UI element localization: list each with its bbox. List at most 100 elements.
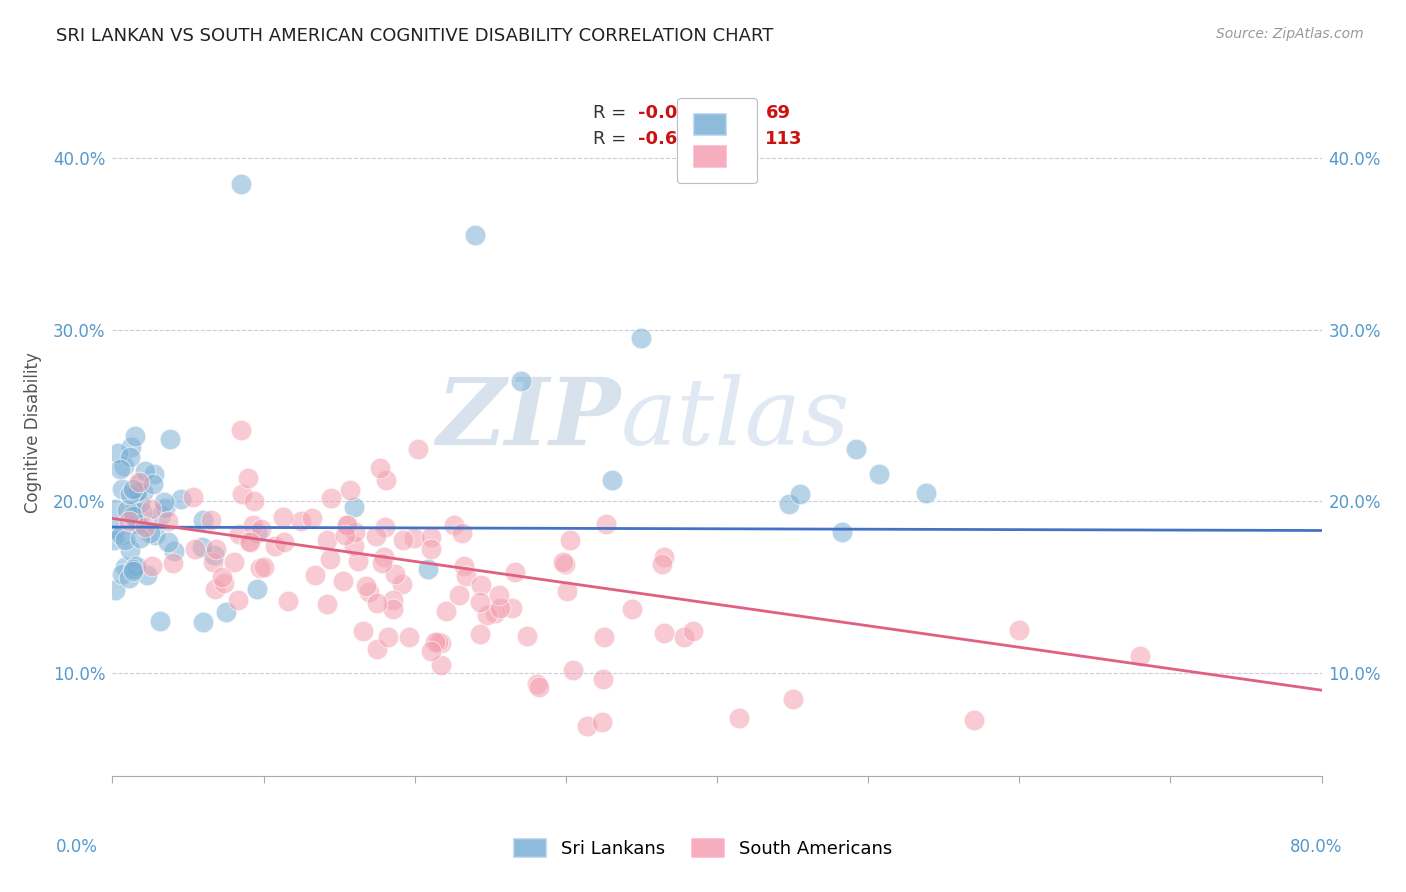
Point xyxy=(152,495,174,509)
Point xyxy=(845,442,868,456)
Point xyxy=(420,530,443,544)
Point xyxy=(112,458,135,473)
Point xyxy=(141,501,163,516)
Point xyxy=(153,500,176,515)
Text: 113: 113 xyxy=(765,129,803,148)
Point xyxy=(368,461,391,475)
Point xyxy=(110,567,132,582)
Point xyxy=(332,574,354,588)
Point xyxy=(484,607,506,621)
Point xyxy=(375,473,398,487)
Point xyxy=(359,584,381,599)
Point xyxy=(558,533,581,548)
Point xyxy=(104,502,127,516)
Point xyxy=(128,516,150,530)
Point xyxy=(381,592,404,607)
Point xyxy=(868,467,890,481)
Point xyxy=(562,663,585,677)
Point xyxy=(516,629,538,643)
Point xyxy=(366,642,388,657)
Point xyxy=(527,680,550,694)
Point xyxy=(211,570,233,584)
Point xyxy=(595,517,617,532)
Point xyxy=(204,582,226,597)
Point xyxy=(505,566,527,580)
Point xyxy=(384,566,406,581)
Point xyxy=(191,541,214,555)
Point xyxy=(373,549,395,564)
Point xyxy=(125,559,148,574)
Text: SRI LANKAN VS SOUTH AMERICAN COGNITIVE DISABILITY CORRELATION CHART: SRI LANKAN VS SOUTH AMERICAN COGNITIVE D… xyxy=(56,27,773,45)
Point xyxy=(555,583,578,598)
Point xyxy=(277,594,299,608)
Point xyxy=(191,615,214,629)
Point xyxy=(443,518,465,533)
Point xyxy=(163,544,186,558)
Point xyxy=(181,490,204,504)
Point xyxy=(1008,623,1031,637)
Point xyxy=(246,582,269,596)
Point xyxy=(134,464,156,478)
Point xyxy=(120,450,142,464)
Point xyxy=(200,513,222,527)
Point xyxy=(250,522,273,536)
Point xyxy=(184,541,207,556)
Point xyxy=(509,374,531,388)
Point xyxy=(447,588,470,602)
Point xyxy=(215,605,238,619)
Point xyxy=(464,228,486,243)
Point xyxy=(205,542,228,557)
Point xyxy=(107,446,129,460)
Point xyxy=(128,475,150,490)
Point xyxy=(339,483,361,497)
Point xyxy=(420,644,443,658)
Point xyxy=(156,535,179,549)
Point xyxy=(319,551,342,566)
Point xyxy=(418,562,440,576)
Point xyxy=(242,517,264,532)
Point xyxy=(434,604,457,618)
Point xyxy=(129,532,152,546)
Point xyxy=(273,509,295,524)
Point xyxy=(651,557,673,571)
Point xyxy=(488,588,510,602)
Point xyxy=(336,517,359,532)
Point xyxy=(111,483,134,497)
Point xyxy=(575,719,598,733)
Point xyxy=(600,473,623,487)
Point xyxy=(149,614,172,628)
Point xyxy=(121,564,143,578)
Point xyxy=(114,560,136,574)
Point xyxy=(127,484,149,499)
Point xyxy=(470,627,492,641)
Point xyxy=(122,482,145,496)
Point xyxy=(125,485,148,500)
Legend: Sri Lankans, South Americans: Sri Lankans, South Americans xyxy=(506,831,900,865)
Point xyxy=(470,578,492,592)
Point xyxy=(128,476,150,491)
Point xyxy=(789,487,811,501)
Point xyxy=(554,557,576,571)
Point xyxy=(201,556,224,570)
Point xyxy=(142,477,165,491)
Point xyxy=(391,577,413,591)
Point xyxy=(347,554,370,568)
Point xyxy=(141,559,163,574)
Text: 69: 69 xyxy=(765,104,790,122)
Point xyxy=(366,596,388,610)
Text: ZIP: ZIP xyxy=(436,374,620,464)
Text: atlas: atlas xyxy=(620,374,849,464)
Point xyxy=(301,510,323,524)
Point xyxy=(381,601,404,615)
Point xyxy=(246,526,269,541)
Point xyxy=(231,487,253,501)
Point xyxy=(193,513,215,527)
Point xyxy=(501,600,523,615)
Point xyxy=(228,526,250,541)
Text: N =: N = xyxy=(720,129,759,148)
Point xyxy=(630,331,652,345)
Point xyxy=(782,691,804,706)
Point xyxy=(342,500,364,515)
Point xyxy=(108,462,131,476)
Point xyxy=(915,486,938,500)
